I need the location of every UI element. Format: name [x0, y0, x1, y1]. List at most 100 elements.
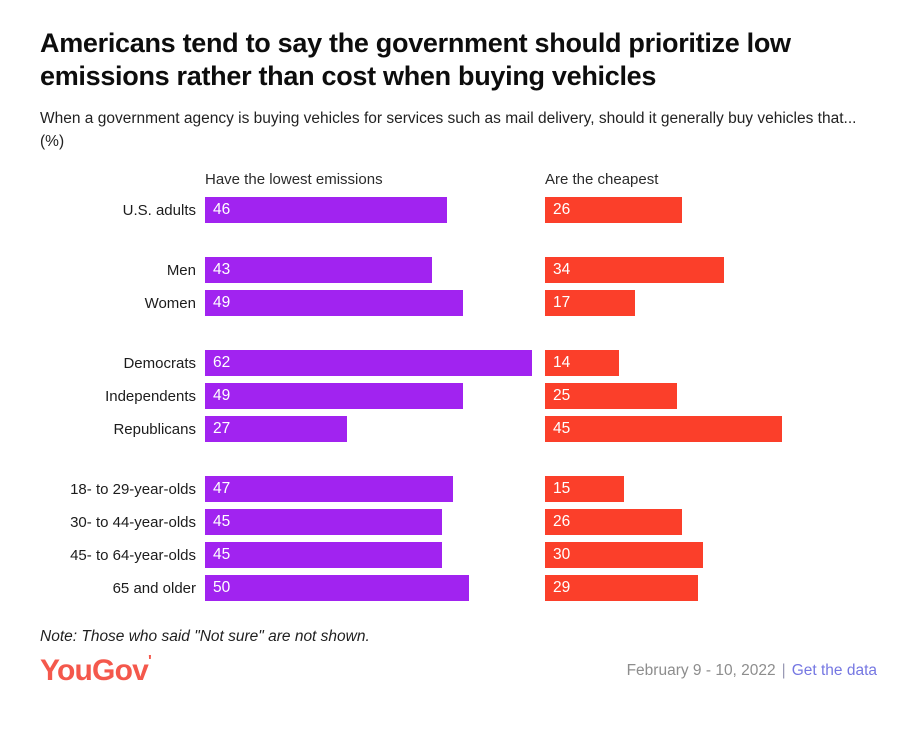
get-the-data-link[interactable]: Get the data	[791, 662, 877, 680]
bar-group: Democrats 62 14 Independents 49 25 Republicans…	[40, 350, 877, 443]
emissions-column: 49	[205, 383, 545, 410]
yougov-logo-text: YouGov	[40, 654, 149, 688]
bar-emissions: 47	[205, 476, 453, 503]
bar-emissions: 46	[205, 197, 448, 224]
row-label: Men	[166, 261, 196, 279]
emissions-column: 49	[205, 290, 545, 317]
chart-row: Men 43 34	[40, 257, 877, 284]
meta-separator: |	[781, 662, 786, 680]
cheapest-column: 29	[545, 575, 877, 602]
row-label: U.S. adults	[122, 201, 196, 219]
bar-value: 34	[553, 261, 571, 279]
bar-cheapest: 29	[545, 575, 698, 602]
bar-emissions: 43	[205, 257, 432, 284]
bar-cheapest: 17	[545, 290, 635, 317]
bar-value: 27	[213, 420, 231, 438]
chart-row: 65 and older 50 29	[40, 575, 877, 602]
chart-row: Democrats 62 14	[40, 350, 877, 377]
bar-value: 46	[213, 201, 231, 219]
footer-meta: February 9 - 10, 2022 | Get the data	[627, 662, 877, 680]
bar-emissions: 45	[205, 509, 443, 536]
chart-row: 30- to 44-year-olds 45 26	[40, 509, 877, 536]
row-label: Women	[144, 294, 196, 312]
column-headers: Have the lowest emissions Are the cheape…	[40, 171, 877, 188]
bar-emissions: 45	[205, 542, 443, 569]
bar-cheapest: 45	[545, 416, 783, 443]
emissions-column: 62	[205, 350, 545, 377]
bar-emissions: 50	[205, 575, 469, 602]
chart-row: Women 49 17	[40, 290, 877, 317]
bar-value: 17	[553, 294, 571, 312]
row-label: Independents	[105, 387, 196, 405]
footer: YouGov' February 9 - 10, 2022 | Get the da…	[40, 654, 877, 688]
bar-emissions: 27	[205, 416, 348, 443]
cheapest-column: 25	[545, 383, 877, 410]
bar-cheapest: 25	[545, 383, 677, 410]
column-header-emissions: Have the lowest emissions	[205, 171, 383, 189]
bar-emissions: 49	[205, 290, 464, 317]
bar-value: 26	[553, 513, 571, 531]
bar-value: 50	[213, 579, 231, 597]
chart-row: 45- to 64-year-olds 45 30	[40, 542, 877, 569]
bar-value: 45	[553, 420, 571, 438]
row-label: 30- to 44-year-olds	[70, 513, 196, 531]
bar-group: U.S. adults 46 26	[40, 197, 877, 224]
chart-row: 18- to 29-year-olds 47 15	[40, 476, 877, 503]
bar-group: 18- to 29-year-olds 47 15 30- to 44-year-ol…	[40, 476, 877, 602]
row-label: 18- to 29-year-olds	[70, 480, 196, 498]
cheapest-column: 17	[545, 290, 877, 317]
bar-value: 47	[213, 480, 231, 498]
bar-cheapest: 26	[545, 509, 683, 536]
emissions-column: 47	[205, 476, 545, 503]
page-title: Americans tend to say the government sho…	[40, 28, 791, 91]
row-label: Republicans	[113, 420, 196, 438]
emissions-column: 50	[205, 575, 545, 602]
chart-row: U.S. adults 46 26	[40, 197, 877, 224]
row-label: Democrats	[123, 354, 196, 372]
bar-value: 45	[213, 513, 231, 531]
chart-note: Note: Those who said "Not sure" are not …	[40, 628, 370, 646]
bar-value: 15	[553, 480, 571, 498]
cheapest-column: 26	[545, 197, 877, 224]
chart-row: Independents 49 25	[40, 383, 877, 410]
emissions-column: 46	[205, 197, 545, 224]
label-column-spacer	[40, 171, 205, 188]
bar-group: Men 43 34 Women 49 17	[40, 257, 877, 317]
bar-value: 43	[213, 261, 231, 279]
date-range: February 9 - 10, 2022	[626, 662, 776, 680]
row-label: 65 and older	[112, 579, 196, 597]
bar-value: 49	[213, 294, 231, 312]
bar-cheapest: 26	[545, 197, 683, 224]
yougov-logo-tick: '	[147, 653, 152, 671]
bar-emissions: 62	[205, 350, 532, 377]
cheapest-column: 14	[545, 350, 877, 377]
bar-cheapest: 34	[545, 257, 725, 284]
emissions-column: 45	[205, 509, 545, 536]
bar-value: 26	[553, 201, 571, 219]
emissions-column: 45	[205, 542, 545, 569]
cheapest-column: 45	[545, 416, 877, 443]
bar-value: 30	[553, 546, 571, 564]
bar-cheapest: 15	[545, 476, 625, 503]
bar-cheapest: 14	[545, 350, 619, 377]
bar-value: 25	[553, 387, 571, 405]
bar-emissions: 49	[205, 383, 464, 410]
bar-value: 49	[213, 387, 231, 405]
row-label: 45- to 64-year-olds	[70, 546, 196, 564]
bar-cheapest: 30	[545, 542, 704, 569]
bar-value: 29	[553, 579, 571, 597]
grouped-bar-chart: Have the lowest emissions Are the cheape…	[40, 171, 877, 602]
cheapest-column: 30	[545, 542, 877, 569]
bar-value: 14	[553, 354, 571, 372]
chart-rows: U.S. adults 46 26 Men 43 34 Women 49 17 Democrats…	[40, 197, 877, 602]
bar-value: 45	[213, 546, 231, 564]
emissions-column: 27	[205, 416, 545, 443]
yougov-logo: YouGov'	[40, 653, 152, 688]
chart-row: Republicans 27 45	[40, 416, 877, 443]
cheapest-column: 26	[545, 509, 877, 536]
cheapest-column: 15	[545, 476, 877, 503]
emissions-column: 43	[205, 257, 545, 284]
chart-subtitle: When a government agency is buying vehic…	[40, 109, 857, 151]
column-header-cheapest: Are the cheapest	[545, 171, 659, 189]
